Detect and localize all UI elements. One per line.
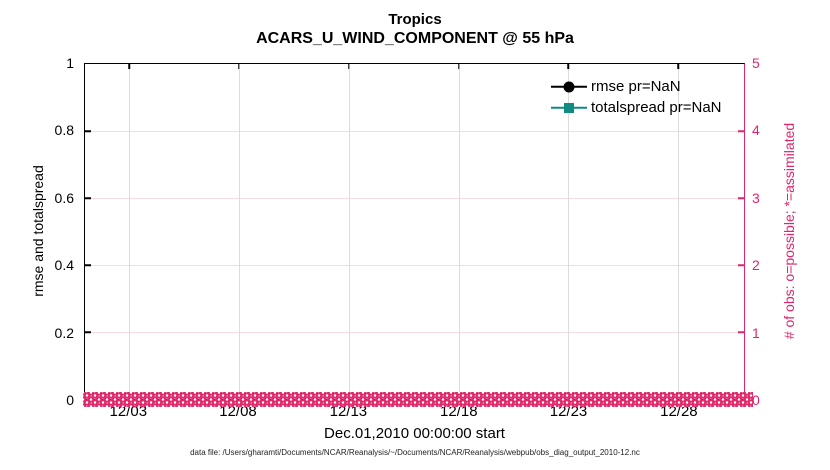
horizontal-gridline <box>85 265 744 266</box>
legend-entry: totalspread pr=NaN <box>551 97 722 118</box>
x-tick-label: 12/28 <box>660 403 698 420</box>
left-axis-label: rmse and totalspread <box>30 165 46 297</box>
right-tick-label: 5 <box>752 55 760 71</box>
x-axis-tick-labels: 12/03 12/08 12/13 12/18 12/23 12/28 <box>84 403 745 423</box>
right-tick-label: 2 <box>752 257 760 274</box>
horizontal-gridline <box>85 332 744 333</box>
plot-subtitle: ACARS_U_WIND_COMPONENT @ 55 hPa <box>256 30 574 47</box>
vertical-gridline <box>129 64 131 399</box>
left-axis-tick-labels: 0 0.2 0.4 0.6 0.8 1 <box>0 55 79 408</box>
x-tick-label: 12/23 <box>549 403 588 420</box>
top-axis-tick <box>237 64 240 69</box>
top-axis-tick <box>128 64 130 69</box>
vertical-gridline <box>678 64 680 399</box>
legend-label: rmse pr=NaN <box>591 78 681 95</box>
left-axis-tick <box>85 197 91 199</box>
top-axis-tick <box>567 64 569 69</box>
left-tick-label: 0.4 <box>54 257 74 274</box>
left-tick-label: 0.2 <box>54 324 74 341</box>
right-tick-label: 4 <box>752 122 760 139</box>
right-axis-tick <box>738 331 744 333</box>
top-axis-tick <box>347 64 350 69</box>
x-axis-label: Dec.01,2010 00:00:00 start <box>324 425 505 442</box>
legend-swatch <box>551 81 587 93</box>
legend-swatch <box>551 102 587 114</box>
plot-area: rmse pr=NaN totalspread pr=NaN <box>83 63 753 407</box>
right-axis-tick <box>738 197 744 199</box>
square-marker-icon <box>564 102 574 113</box>
vertical-gridline <box>568 64 570 399</box>
left-tick-label: 1 <box>66 55 74 71</box>
vertical-gridline <box>238 64 240 399</box>
right-axis-tick-labels: 0 1 2 3 4 5 <box>748 55 788 408</box>
right-axis-tick <box>738 264 744 266</box>
right-axis-tick <box>738 130 744 132</box>
circle-marker-icon <box>563 81 575 92</box>
right-tick-label: 3 <box>752 189 760 206</box>
plot-title: Tropics <box>388 11 442 28</box>
x-tick-label: 12/18 <box>440 403 478 420</box>
legend: rmse pr=NaN totalspread pr=NaN <box>551 76 722 118</box>
legend-entry: rmse pr=NaN <box>551 76 722 97</box>
right-tick-label: 0 <box>752 392 760 408</box>
right-axis-label: # of obs: o=possible; *=assimilated <box>781 122 797 340</box>
left-tick-label: 0 <box>66 392 74 408</box>
title-block: Tropics ACARS_U_WIND_COMPONENT @ 55 hPa <box>0 10 830 49</box>
x-tick-label: 12/13 <box>329 403 368 420</box>
data-file-caption: data file: /Users/gharamti/Documents/NCA… <box>190 448 640 457</box>
vertical-gridline <box>348 64 350 399</box>
x-tick-label: 12/08 <box>219 403 257 420</box>
x-tick-label: 12/03 <box>109 403 148 420</box>
obs-count-markers-band <box>83 392 753 407</box>
left-tick-label: 0.6 <box>54 189 74 206</box>
top-axis-tick <box>457 64 460 69</box>
legend-label: totalspread pr=NaN <box>591 99 722 116</box>
left-tick-label: 0.8 <box>54 122 74 139</box>
left-axis-tick <box>85 130 91 132</box>
top-axis-tick <box>677 64 679 69</box>
left-axis-tick <box>85 264 91 266</box>
vertical-gridline <box>458 64 460 399</box>
horizontal-gridline <box>85 131 744 132</box>
right-tick-label: 1 <box>752 324 760 341</box>
horizontal-gridline <box>85 198 744 199</box>
left-axis-tick <box>85 331 91 333</box>
